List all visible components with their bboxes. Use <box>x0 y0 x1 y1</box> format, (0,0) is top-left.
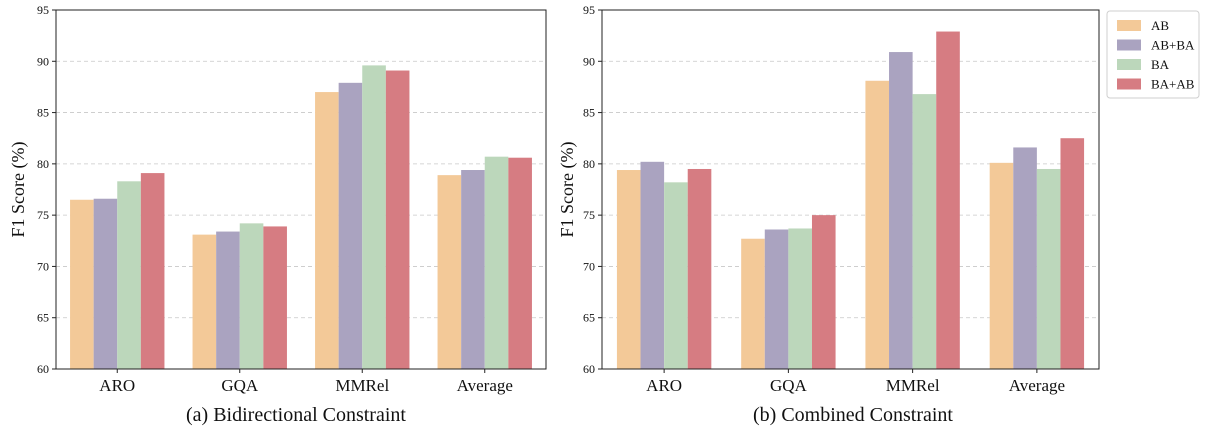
y-tick-label: 75 <box>37 208 49 222</box>
bar-ab-gqa <box>192 234 217 369</box>
bar-ba-plus-ab-average <box>1060 138 1085 369</box>
bar-ab-average <box>437 175 462 369</box>
y-tick-label: 70 <box>583 259 595 273</box>
y-tick-label: 95 <box>37 3 49 17</box>
y-tick-label: 90 <box>37 54 49 68</box>
x-tick-label: ARO <box>99 376 135 395</box>
x-tick-label: ARO <box>646 376 682 395</box>
panel-caption: (b) Combined Constraint <box>753 404 953 426</box>
y-tick-label: 65 <box>37 311 49 325</box>
y-tick-label: 90 <box>583 54 595 68</box>
legend-swatch <box>1117 59 1141 70</box>
bar-ba-average <box>484 156 509 369</box>
legend: AB AB+BA BA BA+AB <box>1106 10 1200 99</box>
bar-ab-plus-ba-mmrel <box>889 52 913 369</box>
bar-ab-plus-ba-average <box>461 170 485 369</box>
bar-ab-plus-ba-mmrel <box>338 82 363 369</box>
bar-ab-plus-ba-aro <box>93 198 118 369</box>
bar-ba-plus-ab-mmrel <box>385 70 410 369</box>
bar-ab-average <box>989 162 1014 369</box>
bar-ba-plus-ab-average <box>508 157 532 369</box>
plot-frame <box>55 9 547 370</box>
x-tick-label: Average <box>457 376 513 395</box>
bar-ba-gqa <box>788 228 812 369</box>
bar-ab-aro <box>616 170 641 369</box>
bar-ab-plus-ba-gqa <box>764 229 789 369</box>
x-tick-label: Average <box>1009 376 1065 395</box>
y-tick-label: 85 <box>37 106 49 120</box>
y-tick-label: 60 <box>37 362 49 376</box>
x-tick-label: MMRel <box>886 376 940 395</box>
y-tick-label: 60 <box>583 362 595 376</box>
bar-ba-aro <box>117 181 141 369</box>
y-tick-label: 65 <box>583 311 595 325</box>
y-axis-label: F1 Score (%) <box>557 142 578 238</box>
x-tick-label: GQA <box>770 376 808 395</box>
legend-swatch <box>1117 78 1141 90</box>
legend-swatch <box>1117 39 1141 51</box>
bar-ab-plus-ba-aro <box>640 161 665 369</box>
legend-box <box>1106 10 1200 99</box>
legend-swatch <box>1117 20 1141 31</box>
legend-label: BA <box>1151 57 1170 72</box>
legend-label: AB <box>1151 18 1169 33</box>
bar-ba-plus-ab-aro <box>687 168 712 369</box>
plot-frame <box>601 9 1100 370</box>
panel-b: 60 65 70 75 80 85 90 95 ARO GQA MMRel Average F1 Sco… <box>557 3 1100 426</box>
y-tick-label: 80 <box>583 157 595 171</box>
y-axis-label: F1 Score (%) <box>8 142 29 238</box>
y-tick-label: 70 <box>37 259 49 273</box>
bar-ba-average <box>1036 168 1061 369</box>
y-tick-label: 85 <box>583 106 595 120</box>
bar-ab-plus-ba-average <box>1013 147 1037 369</box>
bar-ba-plus-ab-aro <box>140 173 165 369</box>
bar-ba-plus-ab-gqa <box>811 215 836 369</box>
bar-ba-mmrel <box>912 94 937 369</box>
bar-ba-mmrel <box>362 65 386 369</box>
bar-ab-mmrel <box>315 92 339 370</box>
bar-ab-plus-ba-gqa <box>216 231 240 369</box>
legend-label: AB+BA <box>1151 38 1195 53</box>
y-tick-label: 75 <box>583 208 595 222</box>
panel-caption: (a) Bidirectional Constraint <box>186 404 406 426</box>
panel-a: 60 65 70 75 80 85 90 95 ARO GQA MMRel Average F1 Sco… <box>8 3 547 426</box>
bar-ab-gqa <box>741 238 765 369</box>
y-tick-label: 80 <box>37 157 49 171</box>
x-tick-label: GQA <box>221 376 259 395</box>
legend-label: BA+AB <box>1151 77 1195 92</box>
bar-ba-plus-ab-gqa <box>263 226 287 369</box>
bar-ab-mmrel <box>865 80 890 369</box>
y-tick-label: 95 <box>583 3 595 17</box>
bar-ba-gqa <box>239 223 264 369</box>
x-tick-label: MMRel <box>335 376 389 395</box>
bar-ba-aro <box>664 182 688 369</box>
bar-ba-plus-ab-mmrel <box>936 31 960 369</box>
bar-ab-aro <box>70 199 94 369</box>
